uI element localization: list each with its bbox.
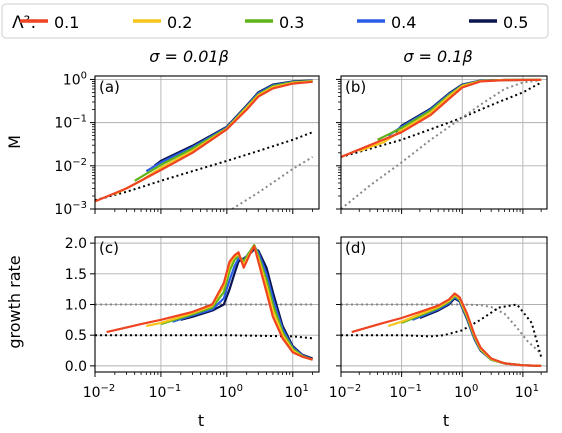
x-tick-label-exponent: −2 (101, 383, 116, 394)
x-tick-label: 10−2 (329, 383, 362, 401)
reference-line-1 (341, 303, 542, 355)
legend-label: 0.5 (503, 13, 528, 32)
x-tick-label: 100 (219, 383, 243, 401)
legend-entry-2: 0.2 (133, 13, 192, 32)
legend-frame (1, 3, 549, 39)
series-line-0.1 (95, 80, 313, 203)
y-tick-label: 100 (63, 70, 87, 88)
column-title-left: σ = 0.01β (149, 47, 229, 66)
x-tick-label-exponent: −1 (407, 383, 422, 394)
x-tick-label-base: 10 (83, 385, 101, 401)
legend-label: 0.1 (54, 13, 79, 32)
y-tick-label-exponent: −2 (72, 157, 87, 168)
panel-label-c: (c) (99, 239, 119, 257)
y-tick-label: 0.5 (65, 328, 87, 344)
y-tick-label: 10−2 (54, 157, 87, 175)
y-tick-label: 2.0 (65, 236, 87, 252)
reference-line-2 (95, 334, 313, 340)
series-line-0.1 (341, 78, 542, 159)
reference-line-1 (95, 131, 313, 202)
plot-area-a (95, 79, 314, 209)
y-tick-label: 10−1 (54, 114, 87, 132)
y-tick-label: 1.5 (65, 267, 87, 283)
ylabel-top: M (5, 135, 24, 149)
series-line-0.1 (106, 245, 313, 361)
legend-entry-3: 0.3 (245, 13, 304, 32)
plot-area-c (95, 243, 314, 361)
y-tick-label: 1.0 (65, 298, 87, 314)
y-tick-label-base: 10 (54, 202, 72, 218)
x-tick-label: 10−2 (83, 383, 116, 401)
column-title-right: σ = 0.1β (403, 47, 472, 66)
xlabel-right: t (443, 411, 449, 430)
y-tick-label-exponent: −3 (72, 200, 87, 211)
y-tick-label-exponent: −1 (72, 114, 87, 125)
ylabel-bottom: growth rate (5, 255, 24, 348)
series-line-0.2 (358, 78, 542, 153)
plot-area-b (341, 78, 542, 209)
series-line-0.5 (394, 78, 542, 133)
x-tick-label-exponent: 0 (237, 383, 243, 394)
x-tick-label-exponent: 1 (302, 383, 308, 394)
legend-label: 0.4 (391, 13, 416, 32)
y-tick-label: 10−3 (54, 200, 87, 218)
series-line-0.1 (351, 292, 542, 367)
x-tick-label-base: 10 (389, 385, 407, 401)
x-tick-label-base: 10 (285, 385, 303, 401)
axes-frame-b (340, 75, 548, 210)
series-line-0.3 (401, 294, 542, 367)
legend-label: 0.2 (167, 13, 192, 32)
x-tick-label: 101 (515, 383, 539, 401)
x-tick-label: 10−1 (389, 383, 422, 401)
panel-c: (c)2.01.51.00.50.010−2 10−1 100 101 (65, 236, 320, 401)
x-tick-label-base: 10 (149, 385, 167, 401)
reference-line-2 (231, 156, 314, 209)
y-tick-label-base: 10 (54, 116, 72, 132)
reference-line-2 (341, 303, 543, 357)
x-tick-label-base: 10 (219, 385, 237, 401)
legend-label: 0.3 (279, 13, 304, 32)
x-tick-label: 10−1 (149, 383, 182, 401)
x-tick-label-base: 10 (454, 385, 472, 401)
plot-area-d (341, 292, 543, 367)
axes-frame-a (94, 75, 320, 210)
xlabel-left: t (198, 411, 204, 430)
panel-label-d: (d) (345, 239, 366, 257)
legend-entry-4: 0.4 (357, 13, 416, 32)
y-tick-label: 0.0 (65, 359, 87, 375)
panel-label-b: (b) (345, 78, 366, 96)
x-tick-label-exponent: −1 (166, 383, 181, 394)
x-tick-label: 100 (454, 383, 478, 401)
axes-frame-c (94, 236, 320, 373)
legend-title: Λ²: (12, 13, 36, 33)
legend-entry-1: 0.1 (20, 13, 79, 32)
x-tick-label-base: 10 (329, 385, 347, 401)
panel-b: (b) (336, 75, 548, 214)
panel-label-a: (a) (99, 78, 120, 96)
y-tick-label-exponent: 0 (81, 70, 87, 81)
legend: Λ²: 0.1 0.2 0.3 0.4 0.5 (1, 3, 549, 39)
x-tick-label-exponent: 0 (472, 383, 478, 394)
x-tick-label-exponent: −2 (347, 383, 362, 394)
y-tick-label-base: 10 (54, 159, 72, 175)
panel-d: (d)10−2 10−1 100 101 (329, 236, 548, 401)
y-tick-label-base: 10 (63, 72, 81, 88)
reference-line-2 (341, 79, 542, 209)
legend-entry-5: 0.5 (469, 13, 528, 32)
x-tick-label-base: 10 (515, 385, 533, 401)
x-tick-label-exponent: 1 (533, 383, 539, 394)
axes-frame-d (340, 236, 548, 373)
x-tick-label: 101 (285, 383, 309, 401)
